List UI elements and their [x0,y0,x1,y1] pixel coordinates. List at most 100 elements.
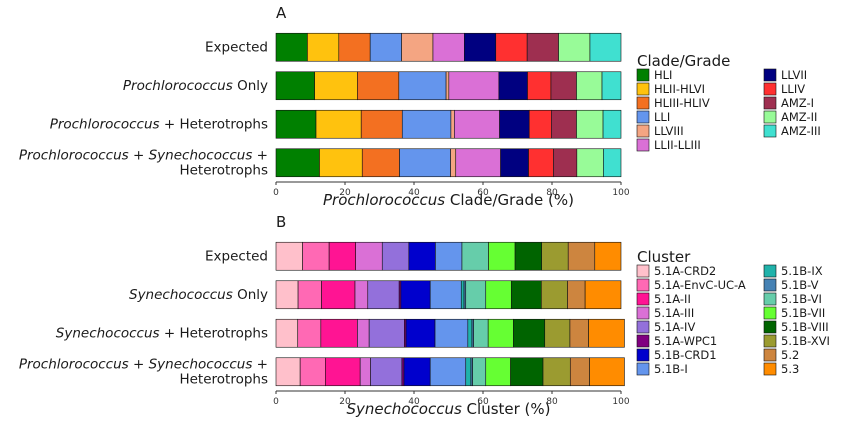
legend-label: HLI [654,68,672,82]
bar-segment [297,280,322,310]
legend-label: 5.1A-IV [654,320,695,334]
legend-label: 5.1B-VIII [781,320,829,334]
bar-row [275,71,622,101]
bar-segment [302,241,330,271]
bar-segment [567,280,586,310]
legend-swatch [636,306,650,320]
legend-swatch [763,96,777,110]
x-tick-label: 20 [339,188,351,198]
legend-swatch [763,124,777,138]
bar-segment [450,109,455,139]
legend-label: 5.1B-CRD1 [654,348,717,362]
bar-segment [588,318,625,348]
legend-swatch [636,82,650,96]
bar-segment [370,357,403,387]
category-label-line-1: Prochlorococcus + Synechococcus + [19,356,268,372]
legend-label: LLVIII [654,124,684,138]
legend-swatch [636,138,650,152]
bar-segment [551,109,577,139]
legend-label: 5.1A-III [654,306,694,320]
legend-item: AMZ-III [763,124,821,138]
legend-item: LLVIII [636,124,684,138]
legend-item: 5.1B-VII [763,306,825,320]
bar-segment [297,318,322,348]
legend-item: 5.3 [763,362,799,376]
bar-segment [445,71,450,101]
legend-label: 5.1B-IX [781,264,823,278]
bar-segment [594,241,622,271]
bar-segment [429,280,462,310]
bar-segment [432,32,465,62]
bar-segment [338,32,371,62]
bar-segment [399,148,451,178]
legend-item: 5.1A-IV [636,320,695,334]
legend-swatch [763,264,777,278]
bar-segment [367,280,400,310]
bar-segment [576,71,603,101]
legend-item: LLII-LLIII [636,138,701,152]
x-tick-label: 60 [477,188,489,198]
bar-segment [528,109,552,139]
legend-swatch [636,348,650,362]
legend-item: 5.1A-CRD2 [636,264,716,278]
category-label: Prochlorococcus Only [123,78,268,94]
bar-row [275,109,622,139]
legend-label: 5.1B-I [654,362,688,376]
bar-segment [315,109,362,139]
legend-item: LLIV [763,82,805,96]
bar-segment [354,280,369,310]
bar-segment [485,280,512,310]
legend-item: HLIII-HLIV [636,96,710,110]
bar-segment [434,318,469,348]
legend-label: 5.1A-WPC1 [654,334,717,348]
category-label: Prochlorococcus + Heterotrophs [50,116,268,132]
x-tick-label: 60 [477,397,489,407]
legend-swatch [636,320,650,334]
legend-swatch [636,278,650,292]
panel-label: B [276,213,286,231]
legend-label: 5.1A-II [654,292,691,306]
legend-swatch [636,124,650,138]
bar-segment [485,357,511,387]
legend-swatch [763,110,777,124]
legend-label: 5.1A-EnvC-UC-A [654,278,746,292]
bar-segment [589,32,622,62]
bar-segment [550,71,577,101]
category-label-line-2: Heterotrophs [179,162,268,178]
legend-item: 5.1B-VIII [763,320,829,334]
panel-a: A 0 20 40 60 80 100 Expected Prochlorococcus Onl… [19,4,821,209]
x-tick-label: 80 [546,188,558,198]
bar-segment [514,241,542,271]
bar-segment [467,318,473,348]
bar-segment [569,357,590,387]
bar-segment [576,148,604,178]
bar-segment [541,280,568,310]
bar-segment [602,109,622,139]
bar-row [275,148,622,178]
bar-segment [464,32,497,62]
bar-segment [500,148,529,178]
bar-row [275,318,625,348]
category-label-line-2: Heterotrophs [179,371,268,387]
x-tick-label: 40 [408,397,420,407]
x-axis-title: Synechococcus Cluster (%) [346,400,550,418]
bar-segment [325,357,361,387]
legend-item: 5.2 [763,348,799,362]
bar-segment [601,71,622,101]
bar-segment [275,71,315,101]
bar-segment [461,241,489,271]
bar-segment [368,318,405,348]
legend-swatch [763,362,777,376]
legend-swatch [763,320,777,334]
bar-segment [328,241,356,271]
legend-label: 5.1A-CRD2 [654,264,716,278]
legend-label: LLIV [781,82,805,96]
legend-swatch [763,334,777,348]
x-tick-label: 100 [612,397,629,407]
bar-segment [275,241,303,271]
bar-segment [275,109,317,139]
legend-item: 5.1B-CRD1 [636,348,717,362]
legend-title: Cluster [637,248,691,266]
legend: Cluster5.1A-CRD25.1A-EnvC-UC-A5.1A-II5.1… [636,248,830,376]
legend-item: 5.1A-EnvC-UC-A [636,278,746,292]
